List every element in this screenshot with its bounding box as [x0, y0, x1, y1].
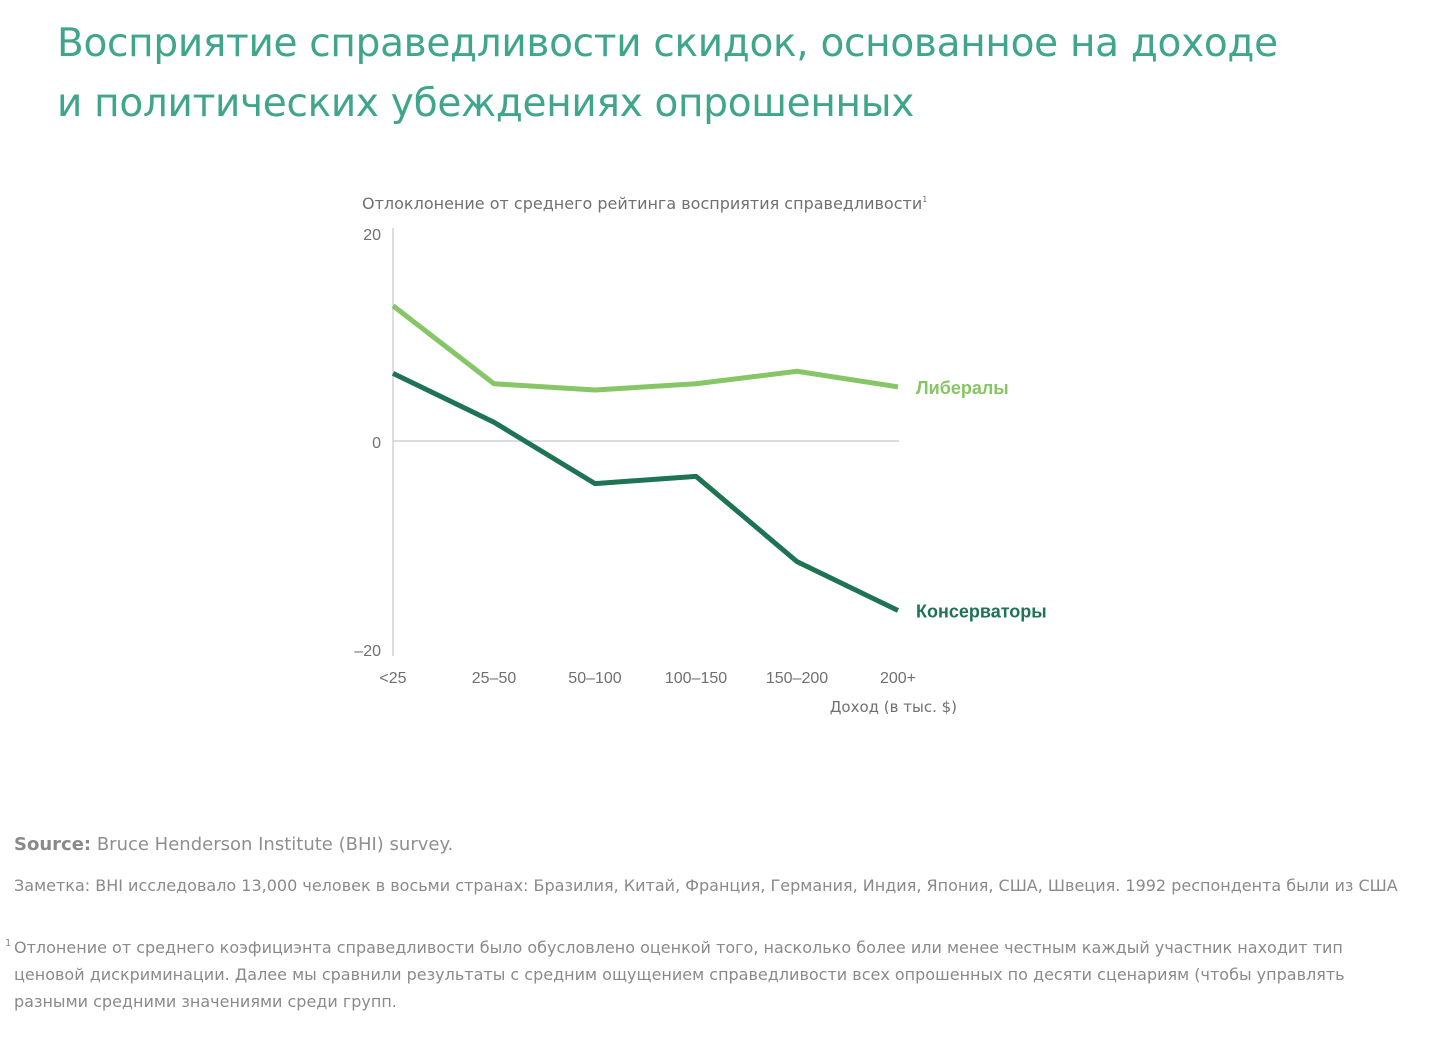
- page-title: Восприятие справедливости скидок, основа…: [57, 14, 1278, 134]
- footnote-mark: 1: [5, 938, 12, 949]
- x-tick-label: 50–100: [568, 670, 621, 687]
- footnote-text: Отлонение от среднего коэфициэнта справе…: [14, 938, 1345, 1011]
- series-label: Консерваторы: [916, 601, 1047, 621]
- y-axis-label: Отлоклонение от среднего рейтинга воспри…: [362, 194, 927, 213]
- x-tick-label: 25–50: [472, 670, 517, 687]
- source-text: Bruce Henderson Institute (BHI) survey.: [91, 834, 454, 855]
- x-tick-label: 100–150: [665, 670, 727, 687]
- y-tick-label: 20: [363, 227, 381, 244]
- series-label: Либералы: [916, 378, 1009, 398]
- series-line-1: [391, 371, 900, 613]
- note: Заметка: BHI исследовало 13,000 человек …: [14, 876, 1398, 895]
- x-tick-label: <25: [379, 670, 406, 687]
- title-line-2: и политических убеждениях опрошенных: [57, 81, 915, 126]
- x-tick-label: 200+: [880, 670, 916, 687]
- source: Source: Bruce Henderson Institute (BHI) …: [14, 834, 453, 855]
- line-chart: Отлоклонение от среднего рейтинга воспри…: [354, 194, 1047, 716]
- series-line-0: [391, 303, 899, 393]
- y-axis-label-sup: 1: [922, 195, 927, 204]
- x-tick-label: 150–200: [766, 670, 828, 687]
- x-axis-label: Доход (в тыс. $): [830, 698, 957, 716]
- source-label: Source:: [14, 834, 92, 855]
- title-line-1: Восприятие справедливости скидок, основа…: [57, 21, 1278, 66]
- footnote: 1 Отлонение от среднего коэфициэнта справ…: [5, 934, 1414, 1015]
- y-tick-label: –20: [354, 643, 381, 660]
- y-tick-label: 0: [372, 435, 381, 452]
